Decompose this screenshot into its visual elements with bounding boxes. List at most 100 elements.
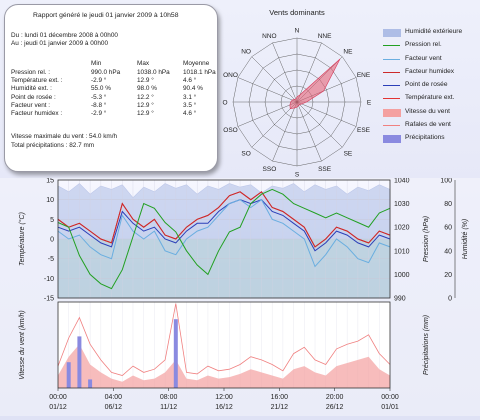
- x-tick-time: 00:00: [381, 394, 399, 401]
- stat-avg: 90.4 %: [183, 85, 203, 93]
- legend-swatch: [383, 98, 400, 100]
- report-panel: Rapport généré le jeudi 01 janvier 2009 …: [4, 4, 218, 172]
- stat-avg: 3.1 °: [183, 93, 197, 101]
- x-tick-date: 26/12: [326, 404, 344, 411]
- legend-label: Température ext.: [405, 94, 455, 102]
- stat-label: Température ext. :: [11, 77, 63, 85]
- report-period-from: Du : lundi 01 décembre 2008 à 00h00: [11, 32, 118, 39]
- report-stat-row: Température ext. : -2.9 ° 12.9 ° 4.6 °: [11, 77, 211, 85]
- legend-item: Pression rel.: [383, 41, 479, 54]
- x-tick-time: 12:00: [215, 394, 233, 401]
- stat-label: Point de rosée :: [11, 93, 56, 101]
- stat-min: 55.0 %: [91, 85, 111, 93]
- report-stat-row: Point de rosée : -5.3 ° 12.2 ° 3.1 °: [11, 94, 211, 102]
- rose-spoke: [296, 42, 322, 103]
- stat-min: -5.3 °: [91, 93, 107, 101]
- x-tick-time: 04:00: [105, 394, 123, 401]
- rose-direction-label: NNO: [262, 33, 276, 40]
- report-title: Rapport généré le jeudi 01 janvier 2009 …: [33, 12, 179, 19]
- report-total-precip: Total précipitations : 82.7 mm: [11, 142, 95, 149]
- humidity-tick-label: 20: [444, 272, 452, 279]
- humidity-tick-label: 80: [444, 201, 452, 208]
- legend-item: Point de rosée: [383, 81, 479, 94]
- wind-gust-line: [57, 303, 391, 376]
- stat-avg: 4.6 °: [183, 110, 197, 117]
- x-tick-time: 00:00: [49, 394, 67, 401]
- stat-min: -2.9 °: [91, 77, 107, 85]
- legend-label: Facteur vent: [405, 54, 442, 62]
- series-line: [57, 191, 391, 248]
- rose-direction-label: SE: [344, 150, 353, 157]
- precip-axis-title: Précipitations (mm): [423, 315, 430, 375]
- stat-avg: 1018.1 hPa: [183, 69, 216, 76]
- precip-bar: [77, 336, 82, 388]
- rose-direction-label: NO: [241, 49, 251, 56]
- temperature-axis-title: Température (°C): [18, 212, 26, 266]
- col-min-header: Min: [91, 60, 102, 67]
- pressure-tick-label: 1040: [394, 178, 410, 185]
- col-max-header: Max: [137, 60, 150, 67]
- legend-item: Précipitations: [383, 134, 479, 147]
- rose-spoke: [251, 56, 298, 103]
- stat-label: Facteur vent :: [11, 101, 51, 109]
- stat-label: Pression rel. :: [11, 69, 51, 76]
- rose-direction-label: NE: [343, 49, 353, 56]
- rose-spoke: [237, 101, 298, 127]
- y-tick-label: -15: [44, 296, 54, 303]
- legend-swatch: [383, 125, 400, 127]
- humidity-tick-label: 60: [444, 225, 452, 232]
- legend-label: Pression rel.: [405, 41, 442, 49]
- rose-direction-label: ONO: [223, 72, 238, 79]
- rose-direction-label: NNE: [318, 33, 332, 40]
- rose-direction-label: E: [367, 100, 372, 107]
- rose-direction-label: OSO: [223, 127, 237, 134]
- top-panel-frame: [57, 179, 391, 299]
- x-tick-date: 01/12: [49, 404, 67, 411]
- legend-label: Humidité extérieure: [405, 28, 463, 35]
- stat-max: 12.2 °: [137, 93, 154, 101]
- rose-spoke: [272, 42, 298, 103]
- humidity-tick-label: 40: [444, 248, 452, 255]
- stat-min: -2.9 °: [91, 110, 107, 117]
- legend-label: Facteur humidex: [405, 67, 455, 75]
- legend-swatch: [383, 85, 400, 87]
- stat-label: Facteur humidex :: [11, 110, 63, 117]
- report-stat-row: Pression rel. : 990.0 hPa 1038.0 hPa 1018.1…: [11, 69, 216, 77]
- rose-spoke: [272, 101, 298, 162]
- rose-direction-label: S: [295, 172, 300, 179]
- y-tick-label: 15: [46, 178, 54, 185]
- legend-item: Facteur vent: [383, 55, 479, 68]
- stat-max: 12.9 °: [137, 101, 154, 109]
- humidity-axis-title: Humidité (%): [462, 219, 469, 259]
- pressure-tick-label: 1000: [394, 272, 410, 279]
- pressure-tick-label: 990: [394, 296, 406, 303]
- y-tick-label: 10: [46, 197, 54, 204]
- series-line: [57, 199, 391, 252]
- stat-max: 98.0 %: [137, 85, 157, 93]
- x-tick-date: 11/12: [160, 404, 177, 411]
- wind-rose: Vents dominants N NNE NE ENE E ESE SE SSE S SSO SO…: [222, 8, 372, 179]
- legend-swatch: [383, 45, 400, 47]
- humidity-tick-label: 0: [448, 296, 452, 303]
- legend-swatch: [383, 29, 401, 37]
- pressure-axis-title: Pression (hPa): [423, 216, 430, 262]
- main-chart: 151050-5-10-1510401030102010101000990100…: [0, 178, 480, 416]
- rose-spoke: [296, 101, 343, 148]
- pressure-tick-label: 1010: [394, 248, 410, 255]
- report-header-row: Min Max Moyenne: [11, 60, 211, 68]
- report-stat-row: Facteur humidex : -2.9 ° 12.9 ° 4.6 °: [11, 110, 211, 118]
- precip-bar: [66, 362, 71, 388]
- x-tick-date: 06/12: [105, 404, 123, 411]
- rose-direction-label: SO: [241, 150, 250, 157]
- stat-min: -8.8 °: [91, 101, 107, 109]
- x-tick-date: 21/12: [271, 404, 289, 411]
- legend-item: Vitesse du vent: [383, 108, 479, 121]
- stat-avg: 4.6 °: [183, 77, 197, 85]
- humidity-tick-label: 100: [440, 178, 452, 185]
- stat-avg: 3.5 °: [183, 101, 197, 109]
- rose-direction-label: ESE: [357, 127, 371, 134]
- legend-label: Vitesse du vent: [405, 107, 450, 115]
- wind-rose-title: Vents dominants: [269, 8, 325, 17]
- x-tick-time: 20:00: [326, 394, 344, 401]
- stat-max: 1038.0 hPa: [137, 69, 170, 76]
